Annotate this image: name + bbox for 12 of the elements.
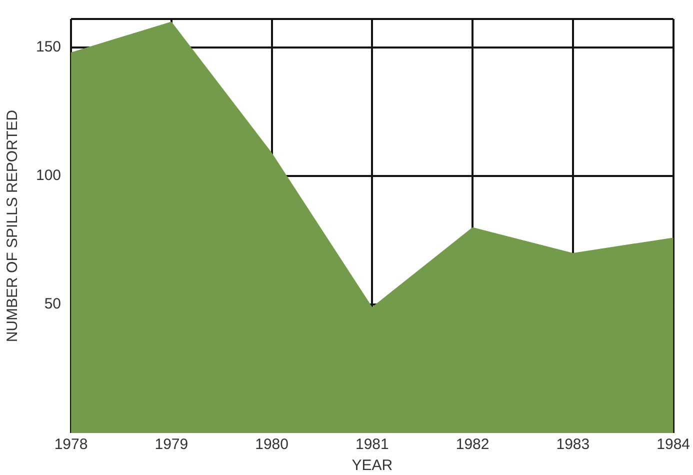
y-tick-label: 50 [44,296,62,313]
y-tick-label: 100 [36,167,62,184]
x-tick-label: 1978 [54,436,88,454]
x-tick-label: 1982 [456,436,490,454]
y-tick-label: 150 [36,38,62,56]
x-axis-title: YEAR [352,457,393,474]
x-tick-label: 1979 [154,436,188,454]
x-tick-label: 1983 [556,436,590,454]
x-tick-label: 1984 [656,436,690,454]
y-axis-title: NUMBER OF SPILLS REPORTED [4,110,22,342]
x-tick-label: 1980 [255,436,288,454]
x-tick-label: 1981 [355,436,389,454]
